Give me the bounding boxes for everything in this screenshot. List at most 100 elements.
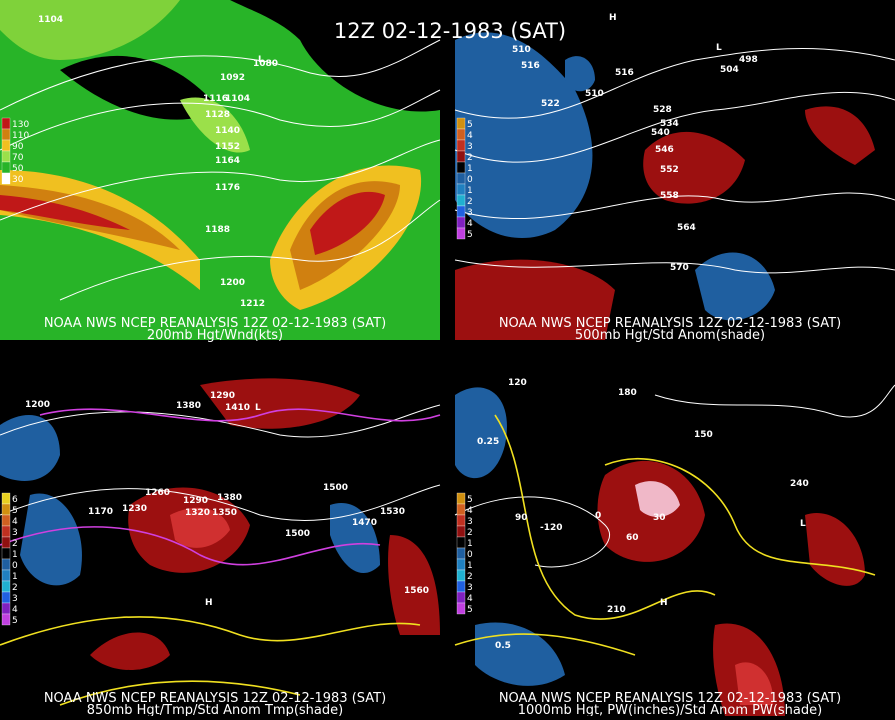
legend-label: 0 [12,561,18,571]
contour-label: 1212 [240,299,265,309]
legend-swatch [1,547,11,560]
legend-label: 1 [467,561,473,571]
legend-label: 50 [12,164,24,174]
contour-label: 1170 [88,507,113,517]
contour-label: 1092 [220,73,245,83]
contour-label: 1410 [225,403,250,413]
legend-label: 1 [12,572,18,582]
legend-label: 1 [467,186,473,196]
contour-label: L [255,403,261,413]
contour-label: 1104 [225,94,250,104]
panel-source: NOAA NWS NCEP REANALYSIS 12Z 02-12-1983 … [499,691,841,706]
contour-label: 1290 [183,496,208,506]
legend-label: 4 [467,506,473,516]
contour-label: 1470 [352,518,377,528]
panel-source: NOAA NWS NCEP REANALYSIS 12Z 02-12-1983 … [44,316,386,331]
contour-label: 120 [508,378,527,388]
legend-swatch [456,558,466,571]
contour-label: 1080 [253,59,278,69]
legend-label: 3 [467,208,473,218]
legend-label: 5 [467,495,473,505]
contour-label: 528 [653,105,672,115]
legend-swatch [1,569,11,582]
legend-swatch [456,503,466,516]
contour-label: 1350 [212,508,237,518]
contour-label: L [800,519,806,529]
legend-label: 2 [467,197,473,207]
legend-label: 4 [467,219,473,229]
legend-swatch [1,117,11,130]
contour-label: 30 [653,513,666,523]
legend-swatch [1,525,11,538]
panel-text: 1201801509060300-1200.250.5240210HL54321… [456,378,841,718]
contour-label: 540 [651,128,670,138]
legend-swatch [456,183,466,196]
legend-label: 1 [12,550,18,560]
contour-label: 1164 [215,156,240,166]
contour-label: 0.5 [495,641,511,651]
legend-swatch [456,602,466,615]
contour-label: 90 [515,513,528,523]
legend-label: 3 [467,517,473,527]
legend-swatch [456,580,466,593]
panel-1000mb [454,375,895,716]
legend-swatch [1,536,11,549]
legend-swatch [456,591,466,604]
contour-label: 1104 [38,15,63,25]
contour-label: 1260 [145,488,170,498]
legend-label: 1 [467,164,473,174]
contour-label: 1320 [185,508,210,518]
contour-label: 558 [660,191,679,201]
panel-caption: 1000mb Hgt, PW(inches)/Std Anom PW(shade… [518,703,822,716]
legend-label: 90 [12,142,24,152]
legend-label: 30 [12,175,24,185]
legend-swatch [456,525,466,538]
contour-label: 180 [618,388,637,398]
legend-label: 3 [467,142,473,152]
panel-text: 1104109210801116110411281140115211641176… [1,15,386,343]
legend-swatch [456,216,466,229]
contour-label: 510 [512,45,531,55]
panel-source: NOAA NWS NCEP REANALYSIS 12Z 02-12-1983 … [499,316,841,331]
contour-label: 1140 [215,126,240,136]
contour-label: 1290 [210,391,235,401]
legend-swatch [456,161,466,174]
contour-label: 150 [694,430,713,440]
contour-label: 522 [541,99,560,109]
legend-swatch [456,139,466,152]
title: 12Z 02-12-1983 (SAT) [334,19,566,43]
legend-swatch [456,150,466,163]
panel-850mb [0,375,441,716]
contour-label: 516 [521,61,540,71]
panel-source: NOAA NWS NCEP REANALYSIS 12Z 02-12-1983 … [44,691,386,706]
contour-label: 1500 [285,529,310,539]
contour-label: 1152 [215,142,240,152]
contour-label: 1128 [205,110,230,120]
legend-label: 2 [467,572,473,582]
legend-swatch [456,492,466,505]
legend-swatch [1,150,11,163]
contour-label: 1176 [215,183,240,193]
contour-label: -120 [540,523,563,533]
legend-swatch [1,128,11,141]
legend-swatch [1,139,11,152]
contour-label: 1188 [205,225,230,235]
legend-label: 5 [467,120,473,130]
legend-swatch [1,503,11,516]
contour-label: 504 [720,65,739,75]
contour-label: L [258,55,264,65]
contour-label: 1380 [217,493,242,503]
legend-swatch [1,514,11,527]
legend-label: 0 [467,175,473,185]
contour-label: 510 [585,89,604,99]
contour-label: 552 [660,165,679,175]
contour-label: 534 [660,119,679,129]
legend-label: 3 [467,583,473,593]
legend-label: 3 [12,594,18,604]
legend-label: 2 [12,539,18,549]
legend-swatch [1,591,11,604]
legend-swatch [1,558,11,571]
